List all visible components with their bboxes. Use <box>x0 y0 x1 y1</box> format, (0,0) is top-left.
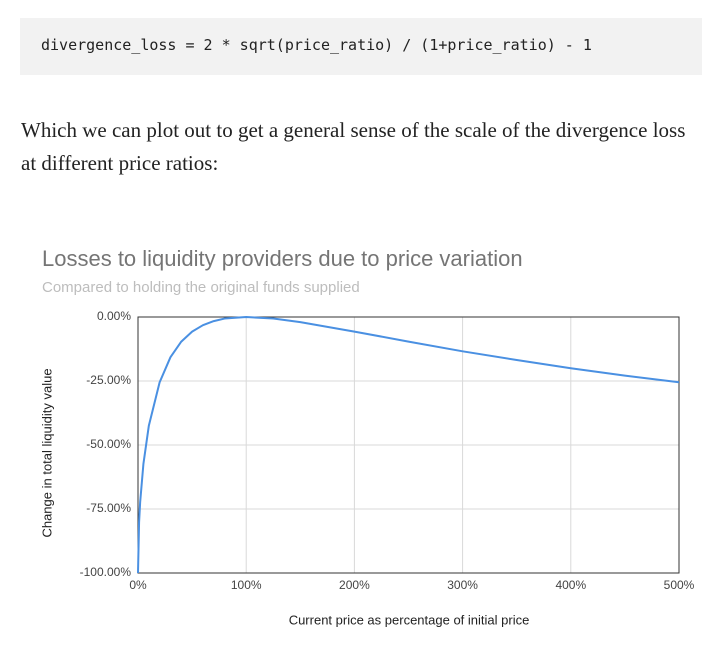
y-tick-label: -25.00% <box>86 373 131 387</box>
code-block: divergence_loss = 2 * sqrt(price_ratio) … <box>20 18 702 75</box>
x-tick-label: 200% <box>339 578 370 592</box>
y-tick-label: -75.00% <box>86 501 131 515</box>
y-tick-label: -50.00% <box>86 437 131 451</box>
plot-frame <box>137 316 680 574</box>
x-axis-title: Current price as percentage of initial p… <box>289 612 530 627</box>
y-tick-label: -100.00% <box>80 565 132 579</box>
paragraph: Which we can plot out to get a general s… <box>21 118 686 175</box>
x-tick-label: 0% <box>129 578 147 592</box>
y-axis-title: Change in total liquidity value <box>39 368 54 537</box>
x-tick-label: 500% <box>664 578 695 592</box>
chart-subtitle: Compared to holding the original funds s… <box>42 279 360 296</box>
line <box>137 316 680 574</box>
x-tick-label: 400% <box>555 578 586 592</box>
y-tick-label: 0.00% <box>97 309 131 323</box>
chart-title: Losses to liquidity providers due to pri… <box>42 246 523 271</box>
x-tick-label: 100% <box>231 578 262 592</box>
x-tick-label: 300% <box>447 578 478 592</box>
